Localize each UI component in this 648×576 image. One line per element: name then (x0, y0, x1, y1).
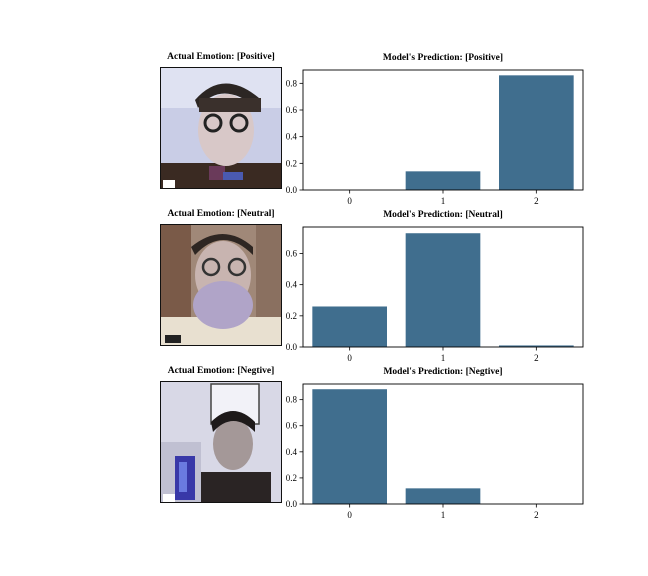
bar (499, 75, 574, 190)
bar (405, 233, 481, 347)
bar (405, 171, 481, 190)
x-tick-label: 1 (441, 510, 446, 520)
y-tick-label: 0.4 (286, 280, 298, 290)
y-tick-label: 0.2 (286, 158, 297, 168)
y-tick-label: 0.4 (286, 132, 298, 142)
face-photo (160, 67, 282, 189)
prediction-title: Model's Prediction: [Negtive] (383, 367, 503, 377)
actual-emotion-title: Actual Emotion: [Neutral] (167, 209, 275, 219)
x-tick-label: 1 (441, 353, 446, 363)
bar (405, 488, 481, 504)
prediction-title: Model's Prediction: [Neutral] (383, 210, 503, 220)
prediction-chart-1: 0.0 0.2 0.4 0.6 0.8 0 1 2 (286, 69, 584, 206)
y-tick-label: 0.2 (286, 473, 297, 483)
y-tick-label: 0.6 (286, 248, 298, 258)
face-photo (160, 224, 282, 346)
y-tick-label: 0.6 (286, 105, 298, 115)
y-tick-label: 0.4 (286, 447, 298, 457)
row-3: Actual Emotion: [Negtive] Model's Predic… (0, 366, 648, 520)
prediction-chart-3: 0.0 0.2 0.4 0.6 0.8 0 1 2 (286, 383, 584, 520)
x-tick-label: 0 (347, 353, 352, 363)
x-tick-label: 0 (347, 196, 352, 206)
actual-emotion-title: Actual Emotion: [Negtive] (167, 366, 275, 376)
bar (499, 345, 574, 347)
actual-emotion-title: Actual Emotion: [Positive] (167, 52, 275, 62)
y-tick-label: 0.0 (286, 185, 298, 195)
row-2: Actual Emotion: [Neutral] Model's Predic… (0, 209, 648, 363)
y-tick-label: 0.8 (286, 395, 298, 405)
row-1: Actual Emotion: [Positive] Model's Predi… (0, 52, 648, 206)
x-tick-label: 1 (441, 196, 446, 206)
x-tick-label: 2 (534, 196, 539, 206)
y-tick-label: 0.2 (286, 311, 297, 321)
y-tick-label: 0.0 (286, 499, 298, 509)
x-tick-label: 2 (534, 353, 539, 363)
prediction-chart-2: 0.0 0.2 0.4 0.6 0 1 2 (286, 226, 584, 363)
y-tick-label: 0.0 (286, 342, 298, 352)
prediction-title: Model's Prediction: [Positive] (382, 53, 504, 63)
x-tick-label: 2 (534, 510, 539, 520)
x-tick-label: 0 (347, 510, 352, 520)
y-tick-label: 0.6 (286, 421, 298, 431)
face-photo (160, 381, 282, 503)
bar (312, 389, 387, 504)
y-tick-label: 0.8 (286, 78, 298, 88)
bar (312, 306, 387, 347)
